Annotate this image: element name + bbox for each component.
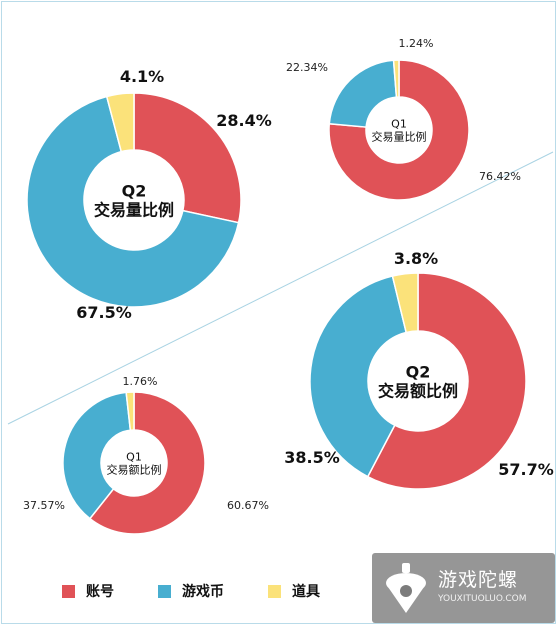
donut-2-slice-account (328, 59, 470, 201)
watermark: 游戏陀螺 YOUXITUOLUO.COM (372, 553, 555, 623)
donut-1-center-title-line-2: 交易量比例 (94, 201, 174, 220)
donut-2-slice-items (392, 59, 400, 98)
donut-3-slice-coins (309, 275, 408, 478)
diagonal-divider (7, 151, 554, 425)
legend: 账号 游戏币 道具 (62, 579, 402, 603)
donut-3-label-coins: 38.5% (284, 448, 340, 467)
legend-swatch-items (268, 584, 281, 598)
donut-2-label-account: 76.42% (479, 170, 521, 183)
donut-3-slice-items (391, 272, 419, 334)
donut-4-label-items: 1.76% (123, 375, 158, 388)
donut-3-center-title-line-2: 交易额比例 (378, 382, 458, 401)
legend-item-account: 账号 (62, 581, 114, 601)
donut-3-label-account: 57.7% (498, 460, 554, 479)
donut-2-center-title-line-1: Q1 (391, 118, 407, 131)
donut-4-center-title-line-1: Q1 (126, 451, 142, 464)
donut-1-slice-account (133, 92, 242, 224)
donut-3-label-items: 3.8% (394, 249, 438, 268)
donut-4-center-title-line-2: 交易额比例 (107, 463, 162, 477)
legend-label-items: 道具 (292, 584, 320, 600)
legend-swatch-account (62, 584, 75, 598)
donut-1-label-account: 28.4% (216, 111, 272, 130)
donut-2-slice-coins (328, 59, 398, 128)
legend-item-items: 道具 (268, 581, 320, 601)
legend-item-coins: 游戏币 (158, 581, 224, 601)
donut-4-slice-items (125, 391, 135, 432)
donut-4-slice-account (88, 391, 206, 535)
donut-2-center-title-line-2: 交易量比例 (372, 130, 427, 144)
donut-4-label-account: 60.67% (227, 499, 269, 512)
spinning-top-icon (386, 563, 426, 613)
donut-1-slice-coins (26, 95, 240, 308)
donut-1-center-title-line-1: Q2 (122, 182, 147, 201)
donut-1-slice-items (105, 92, 135, 153)
donut-3-slice-account (366, 272, 527, 490)
legend-swatch-coins (158, 584, 171, 598)
legend-label-account: 账号 (86, 584, 114, 600)
donut-2-label-coins: 22.34% (286, 61, 328, 74)
donut-4-slice-coins (62, 391, 132, 520)
watermark-url: YOUXITUOLUO.COM (438, 594, 527, 604)
donut-2-label-items: 1.24% (399, 37, 434, 50)
watermark-title: 游戏陀螺 (438, 569, 519, 591)
donut-1-label-coins: 67.5% (76, 303, 132, 322)
donut-1-label-items: 4.1% (120, 67, 164, 86)
donut-4-label-coins: 37.57% (23, 499, 65, 512)
legend-label-coins: 游戏币 (182, 584, 224, 600)
donut-3-center-title-line-1: Q2 (406, 363, 431, 382)
